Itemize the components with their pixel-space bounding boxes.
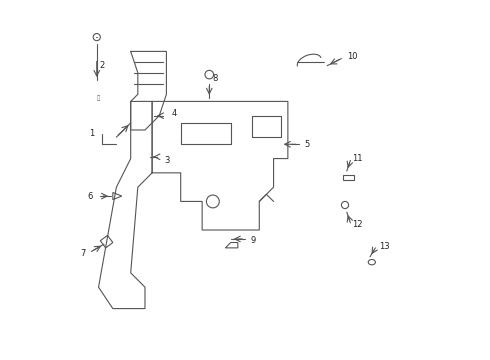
Text: 11: 11 bbox=[352, 154, 363, 163]
Text: 1: 1 bbox=[89, 129, 94, 138]
Text: 8: 8 bbox=[213, 74, 218, 83]
Text: 5: 5 bbox=[304, 140, 309, 149]
Text: 6: 6 bbox=[87, 192, 93, 201]
Text: 7: 7 bbox=[81, 249, 86, 258]
Text: 4: 4 bbox=[172, 109, 177, 118]
Text: ⬛: ⬛ bbox=[97, 95, 100, 101]
Text: 2: 2 bbox=[99, 61, 105, 70]
Text: 12: 12 bbox=[352, 220, 363, 229]
Text: 13: 13 bbox=[379, 242, 390, 251]
Text: 9: 9 bbox=[250, 236, 256, 245]
Text: 3: 3 bbox=[165, 156, 170, 165]
Text: 10: 10 bbox=[347, 52, 357, 61]
